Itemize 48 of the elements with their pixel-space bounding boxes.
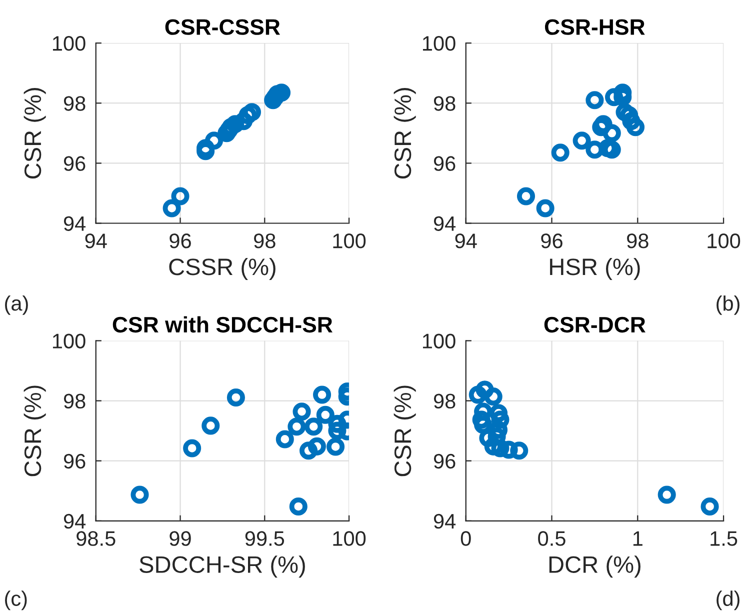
y-tick-label: 100 — [52, 334, 86, 348]
text: (c) — [5, 590, 27, 610]
x-axis-title: HSR (%) — [550, 258, 640, 280]
y-tick-label: 100 — [422, 334, 456, 348]
x-tick-label: 98.5 — [76, 531, 116, 546]
y-tick-label: 98 — [434, 96, 456, 111]
x-tick-label: 0.5 — [538, 531, 566, 546]
x-tick-label: 1.5 — [710, 531, 738, 546]
y-tick-label: 100 — [422, 36, 456, 51]
chart-title: CSR-DCR — [544, 316, 646, 333]
y-tick-label: 94 — [434, 216, 456, 231]
x-axis-title: CSSR (%) — [169, 258, 276, 280]
x-tick-label: 96 — [170, 234, 191, 248]
x-tick-label: 98 — [627, 234, 648, 248]
x-tick-label: 100 — [708, 234, 740, 248]
y-axis-title: CSR (%) — [24, 386, 46, 476]
y-tick-label: 94 — [64, 514, 86, 529]
x-tick-label: 0 — [460, 531, 471, 546]
y-tick-label: 96 — [64, 454, 86, 469]
x-axis-title: DCR (%) — [549, 556, 640, 578]
x-tick-label: 98 — [254, 234, 276, 248]
y-tick-label: 98 — [64, 96, 86, 111]
x-tick-label: 96 — [541, 234, 562, 248]
chart-title: CSR-HSR — [545, 19, 645, 35]
y-tick-label: 96 — [434, 454, 456, 469]
y-tick-label: 98 — [64, 394, 86, 409]
x-tick-label: 99 — [170, 531, 191, 546]
chart-title: CSR-CSSR — [165, 19, 280, 35]
x-tick-label: 99.5 — [245, 531, 284, 546]
x-tick-label: 94 — [455, 234, 477, 248]
x-tick-label: 100 — [333, 234, 366, 248]
text: (b) — [716, 295, 740, 315]
x-tick-label: 94 — [85, 234, 107, 248]
y-tick-label: 94 — [64, 216, 86, 231]
text: (d) — [716, 590, 740, 610]
y-tick-label: 96 — [64, 156, 86, 171]
y-tick-label: 100 — [52, 36, 86, 51]
y-tick-label: 98 — [434, 394, 456, 409]
x-axis-title: SDCCH-SR (%) — [140, 556, 305, 578]
y-axis-title: CSR (%) — [394, 386, 416, 476]
y-axis-title: CSR (%) — [394, 88, 416, 179]
y-axis-title: CSR (%) — [24, 88, 46, 179]
chart-title: CSR with SDCCH-SR — [112, 316, 332, 333]
x-tick-label: 1 — [633, 531, 642, 546]
y-tick-label: 96 — [434, 156, 456, 171]
text: (a) — [5, 295, 28, 315]
y-tick-label: 94 — [434, 514, 456, 529]
x-tick-label: 100 — [333, 531, 366, 546]
